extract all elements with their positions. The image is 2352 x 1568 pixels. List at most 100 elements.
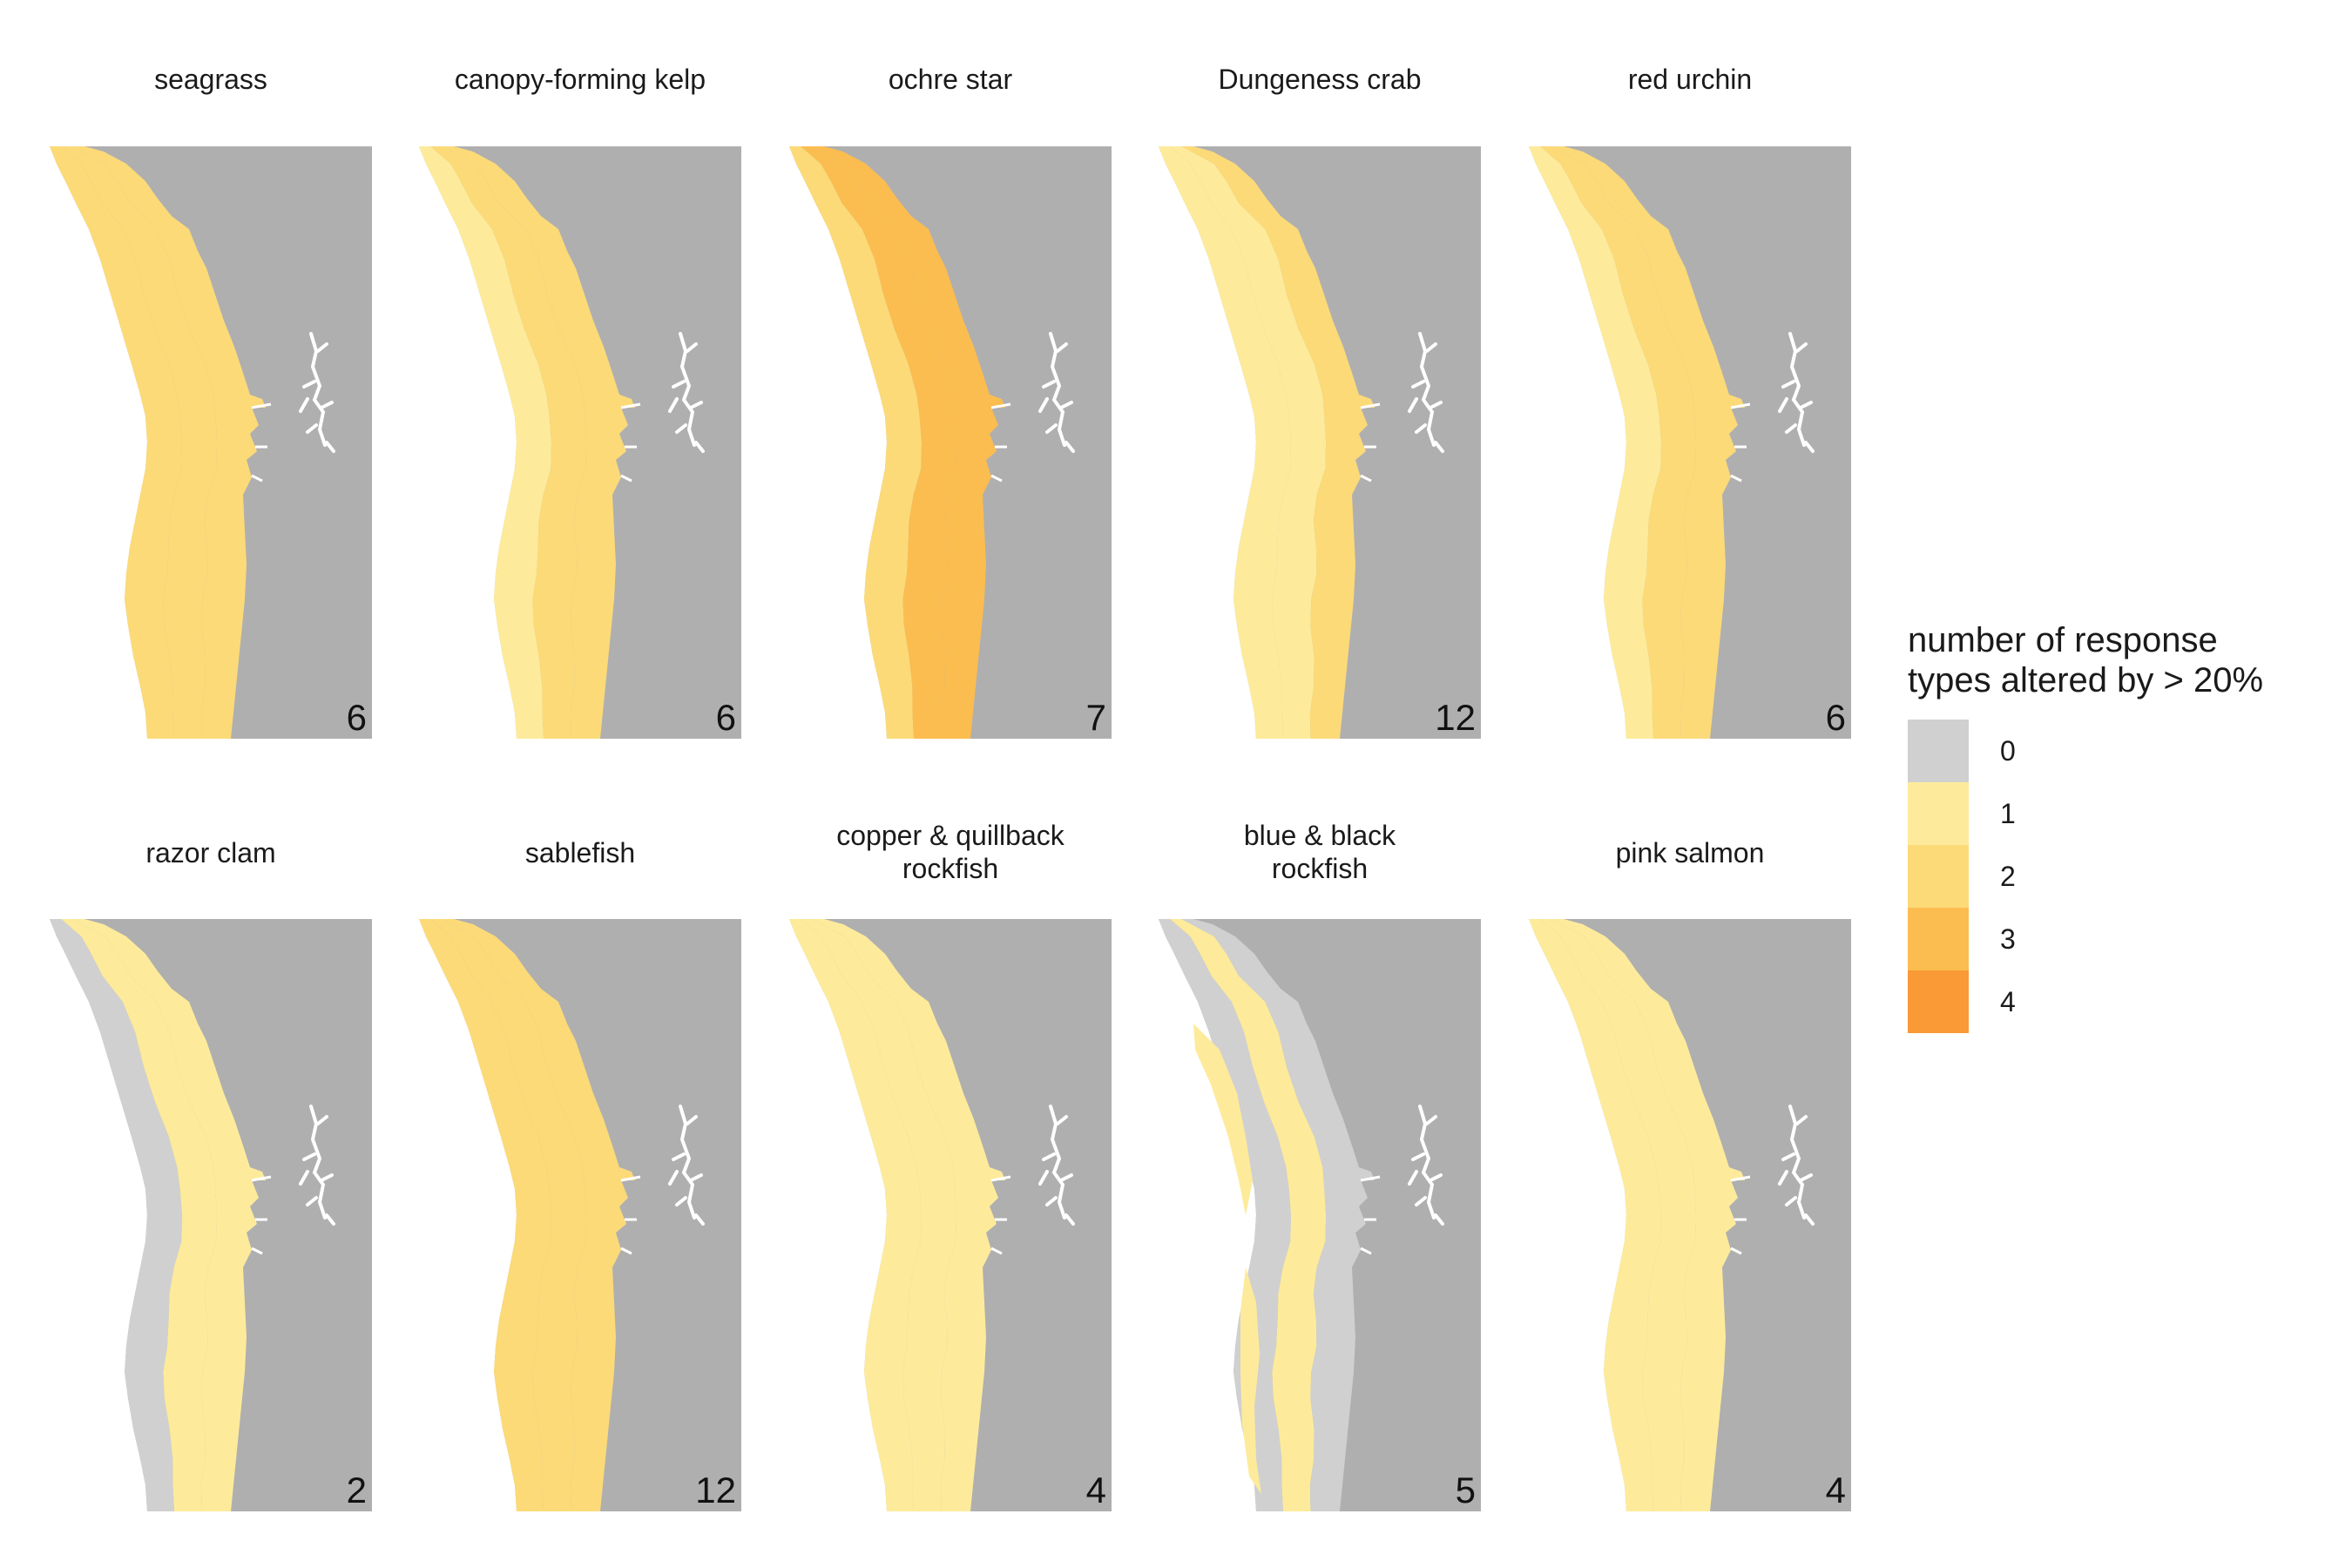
legend-label: 3 (2000, 923, 2016, 955)
panel-map: 12 (1159, 146, 1481, 739)
zone-outer (50, 919, 182, 1511)
zone-outer (1529, 919, 1661, 1511)
coastal-inlets (990, 1175, 1011, 1255)
zone-inner (1551, 919, 1745, 1511)
legend-key-3: 3 (1908, 908, 2263, 970)
estuary-lakes (1408, 332, 1444, 453)
estuary-lakes (1038, 332, 1075, 453)
zone-outer (419, 919, 551, 1511)
offshore-area (1529, 919, 1626, 1511)
panel-map: 6 (1529, 146, 1851, 739)
coast-map (1159, 146, 1481, 739)
zone-middle (1170, 146, 1327, 739)
legend-key-0: 0 (1908, 720, 2263, 782)
offshore-area (789, 146, 887, 739)
coastal-inlets (251, 1175, 272, 1255)
coast-map (419, 919, 741, 1511)
estuary-lakes (1778, 332, 1815, 453)
zone-middle (61, 146, 218, 739)
panel-count: 12 (1435, 697, 1476, 738)
coast-map (50, 146, 372, 739)
coastal-inlets (1360, 1175, 1381, 1255)
coast-map (789, 146, 1112, 739)
legend-title-line: number of response (1908, 621, 2218, 659)
zone-inner (442, 919, 635, 1511)
coastal-inlets (251, 402, 272, 483)
legend-label: 4 (2000, 985, 2016, 1017)
legend-title: number of response types altered by > 20… (1908, 620, 2263, 700)
zone-middle (801, 919, 957, 1511)
offshore-area (789, 919, 887, 1511)
coast-map (1159, 919, 1481, 1511)
zone-middle (1170, 919, 1327, 1511)
panel-title: seagrass (154, 64, 267, 95)
panel-count: 7 (1085, 697, 1106, 738)
coast-map (789, 919, 1112, 1511)
panel-title: copper & quillback rockfish (836, 820, 1064, 884)
estuary-lakes (1408, 1105, 1444, 1226)
panel-count: 4 (1085, 1470, 1106, 1511)
legend: number of response types altered by > 20… (1908, 620, 2263, 1033)
offshore-area (419, 146, 517, 739)
zone-inner (442, 146, 635, 739)
panel-title: blue & black rockfish (1243, 820, 1396, 884)
legend-key-2: 2 (1908, 845, 2263, 908)
legend-swatch (1908, 782, 1969, 845)
estuary-lakes (299, 1105, 335, 1226)
panel-count: 5 (1455, 1470, 1476, 1511)
estuary-lakes (299, 332, 335, 453)
panel-title: red urchin (1627, 64, 1753, 95)
panel-title: ochre star (888, 64, 1013, 95)
zone-middle (1540, 146, 1697, 739)
panel-map: 6 (50, 146, 372, 739)
panel-title: sablefish (524, 837, 636, 868)
panel-title: pink salmon (1615, 837, 1765, 868)
legend-label: 1 (2000, 797, 2016, 829)
estuary-lakes (1778, 1105, 1815, 1226)
zone-inner (812, 146, 1005, 739)
coastal-inlets (1360, 402, 1381, 483)
panel-map: 4 (789, 919, 1112, 1511)
panel-count: 2 (346, 1470, 367, 1511)
offshore-area (50, 919, 147, 1511)
zone-patch (1193, 1024, 1253, 1215)
zone-outer (419, 146, 551, 739)
coastal-inlets (620, 1175, 641, 1255)
zone-outer (1529, 146, 1661, 739)
legend-label: 2 (2000, 860, 2016, 892)
legend-swatch (1908, 720, 1969, 782)
zone-outer (789, 919, 922, 1511)
panel-count: 6 (715, 697, 736, 738)
panel-count: 6 (346, 697, 367, 738)
panel-map: 12 (419, 919, 741, 1511)
panel-map: 4 (1529, 919, 1851, 1511)
coast-map (1529, 146, 1851, 739)
legend-swatch (1908, 845, 1969, 908)
offshore-area (1159, 919, 1256, 1511)
coastal-inlets (1730, 1175, 1751, 1255)
legend-keys: 0 1 2 3 4 (1908, 720, 2263, 1033)
coast-map (1529, 919, 1851, 1511)
panel-title: canopy-forming kelp (454, 64, 706, 95)
zone-inner (72, 146, 267, 739)
coast-map (50, 919, 372, 1511)
zone-inner (1181, 146, 1375, 739)
zone-middle (430, 919, 587, 1511)
legend-title-line: types altered by > 20% (1908, 661, 2264, 700)
estuary-lakes (668, 1105, 705, 1226)
offshore-area (1159, 146, 1256, 739)
zone-inner (1181, 919, 1375, 1511)
offshore-area (1529, 146, 1626, 739)
zone-patch (1240, 1267, 1261, 1494)
panel-map: 7 (789, 146, 1112, 739)
zone-middle (61, 919, 218, 1511)
coastal-inlets (1730, 402, 1751, 483)
zone-inner (72, 919, 267, 1511)
legend-swatch (1908, 908, 1969, 970)
panel-title: Dungeness crab (1218, 64, 1422, 95)
zone-middle (801, 146, 957, 739)
coastal-inlets (620, 402, 641, 483)
panel-count: 4 (1825, 1470, 1846, 1511)
offshore-area (50, 146, 147, 739)
legend-label: 0 (2000, 734, 2016, 767)
